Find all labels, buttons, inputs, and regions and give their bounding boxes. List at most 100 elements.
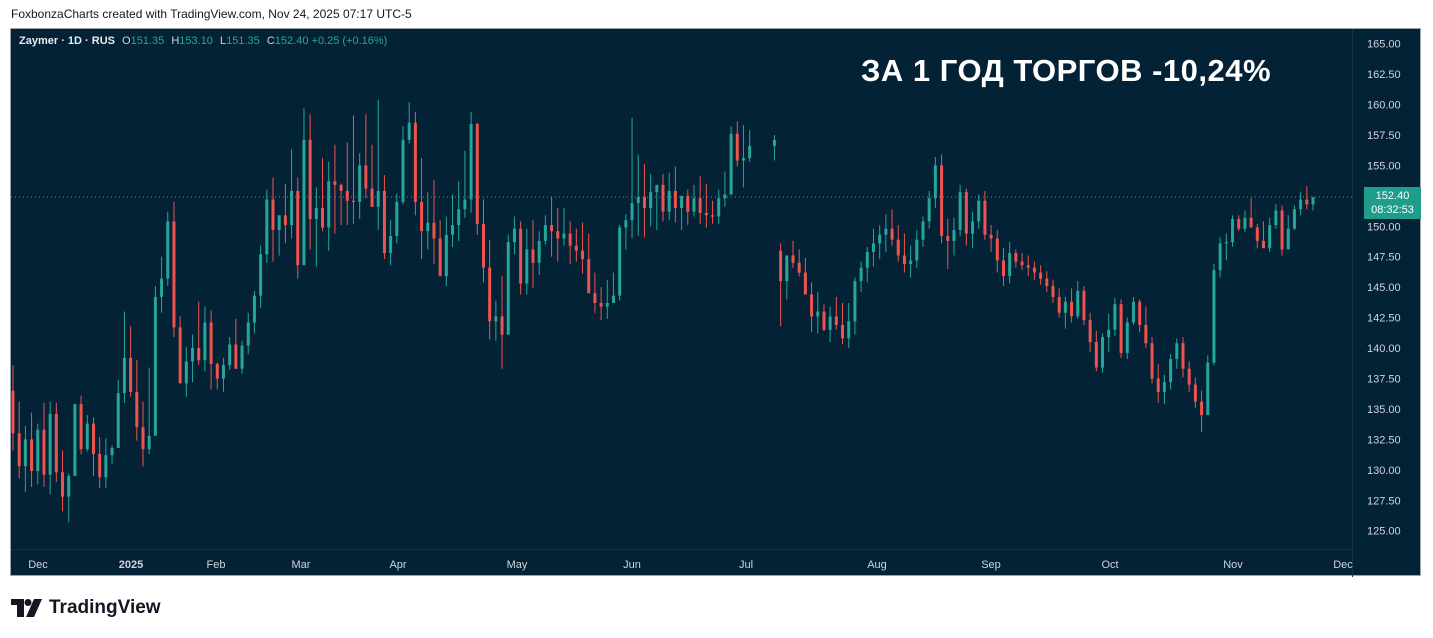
candle-body	[172, 221, 176, 328]
candle-body	[834, 316, 838, 325]
candle-body	[1156, 378, 1160, 392]
candle-body	[909, 260, 913, 265]
candle-body	[178, 327, 182, 384]
candle-body	[810, 294, 814, 317]
y-tick-label: 162.50	[1367, 69, 1401, 81]
candle-body	[1076, 290, 1080, 317]
candle-body	[129, 357, 133, 392]
candle-body	[871, 243, 875, 252]
candle-body	[958, 192, 962, 230]
candle-body	[48, 413, 52, 475]
candle-body	[692, 198, 696, 212]
candle-body	[451, 225, 455, 235]
candle-body	[191, 348, 195, 362]
candle-body	[636, 197, 640, 204]
candle-body	[1063, 301, 1067, 313]
candle-body	[896, 239, 900, 256]
candle-body	[878, 234, 882, 244]
headline-annotation: ЗА 1 ГОД ТОРГОВ -10,24%	[861, 53, 1272, 88]
chart-panel[interactable]: 165.00162.50160.00157.50155.00152.50150.…	[10, 28, 1422, 577]
candle-body	[519, 228, 523, 284]
candle-body	[1150, 343, 1154, 379]
candle-body	[1057, 296, 1061, 313]
candle-body	[209, 322, 213, 364]
candle-body	[475, 123, 479, 224]
candle-body	[680, 195, 684, 209]
candle-body	[221, 365, 225, 379]
candle-body	[364, 165, 368, 189]
candle-body	[568, 233, 572, 246]
x-tick-label: May	[507, 559, 528, 571]
candle-body	[153, 296, 157, 436]
y-tick-label: 127.50	[1367, 495, 1401, 507]
candle-body	[302, 139, 306, 266]
open-label: O	[122, 35, 131, 47]
candle-body	[1026, 265, 1030, 268]
candle-body	[822, 311, 826, 330]
candle-body	[457, 209, 461, 226]
symbol-label[interactable]: Zaymer · 1D · RUS	[19, 35, 115, 47]
candle-body	[203, 322, 207, 361]
candlestick-chart[interactable]: 165.00162.50160.00157.50155.00152.50150.…	[11, 29, 1422, 577]
candle-body	[234, 344, 238, 369]
change-value: +0.25 (+0.16%)	[311, 35, 388, 47]
candle-body	[463, 199, 467, 210]
candle-body	[816, 311, 820, 317]
candle-body	[1292, 209, 1296, 229]
y-tick-label: 140.00	[1367, 343, 1401, 355]
last-price-tag: 152.40 08:32:53	[1364, 187, 1421, 219]
candle-body	[228, 344, 232, 366]
candle-body	[1305, 199, 1309, 205]
candle-body	[488, 267, 492, 322]
candle-body	[110, 447, 114, 456]
close-value: 152.40	[274, 35, 309, 47]
candle-body	[17, 433, 21, 467]
candle-body	[141, 427, 145, 450]
candle-body	[420, 201, 424, 232]
last-price-value: 152.40	[1375, 190, 1410, 202]
candle-body	[85, 423, 89, 450]
candle-body	[135, 391, 139, 428]
candle-body	[735, 133, 739, 161]
candle-body	[265, 199, 269, 255]
candle-body	[277, 215, 281, 230]
candle-body	[147, 435, 151, 450]
candle-body	[11, 390, 15, 434]
y-tick-label: 142.50	[1367, 313, 1401, 325]
y-tick-label: 125.00	[1367, 526, 1401, 538]
candle-body	[351, 200, 355, 202]
candle-body	[1045, 278, 1049, 286]
candle-body	[494, 316, 498, 322]
candle-body	[971, 221, 975, 234]
candle-body	[952, 229, 956, 241]
candle-body	[853, 281, 857, 322]
candle-body	[995, 238, 999, 261]
candle-body	[673, 190, 677, 209]
candle-body	[1280, 210, 1284, 250]
candle-body	[407, 122, 411, 140]
bar-countdown: 08:32:53	[1371, 204, 1414, 216]
candle-body	[259, 254, 263, 296]
brand-name: TradingView	[49, 597, 161, 618]
tradingview-brand[interactable]: TradingView	[11, 597, 161, 619]
y-tick-label: 130.00	[1367, 465, 1401, 477]
candle-body	[500, 316, 504, 335]
candle-body	[1014, 253, 1018, 262]
candle-body	[1020, 261, 1024, 266]
candle-body	[748, 145, 752, 159]
candle-body	[1175, 343, 1179, 360]
candle-body	[413, 122, 417, 202]
candle-body	[197, 348, 201, 361]
x-tick-label: Feb	[207, 559, 226, 571]
candle-body	[902, 255, 906, 265]
candle-body	[618, 227, 622, 296]
candle-body	[401, 139, 405, 202]
candle-body	[729, 133, 733, 195]
candle-body	[184, 361, 188, 384]
candle-body	[1138, 301, 1142, 325]
candle-body	[481, 223, 485, 268]
candle-body	[921, 221, 925, 240]
candle-body	[1249, 217, 1253, 228]
candle-body	[252, 295, 256, 323]
candle-body	[1212, 270, 1216, 363]
